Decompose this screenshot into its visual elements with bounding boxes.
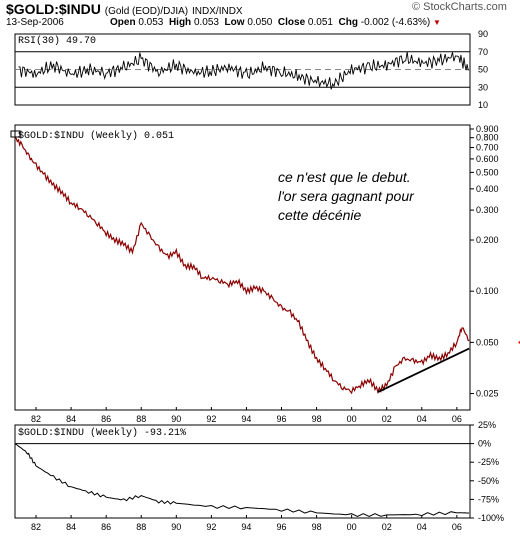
exchange: INDX/INDX xyxy=(192,6,243,17)
annotation-line: l'or sera gagnant pour xyxy=(278,188,414,204)
price-x-tick-label: 02 xyxy=(382,414,392,424)
price-x-tick-label: 98 xyxy=(312,414,322,424)
price-tick-label: 0.100 xyxy=(476,286,499,296)
performance-x-tick-label: 98 xyxy=(312,522,322,532)
price-tick-label: 0.300 xyxy=(476,205,499,215)
performance-x-tick-label: 92 xyxy=(206,522,216,532)
rsi-tick-label: 90 xyxy=(478,29,488,39)
high-value: 0.053 xyxy=(193,17,219,28)
open-label: Open xyxy=(110,17,136,28)
price-tick-label: 0.200 xyxy=(476,235,499,245)
symbol-description: (Gold (EOD)/DJIA) xyxy=(104,6,189,17)
performance-x-tick-label: 02 xyxy=(382,522,392,532)
price-tick-label: 0.900 xyxy=(476,124,499,134)
performance-tick-label: -100% xyxy=(478,513,504,523)
price-tick-label: 0.600 xyxy=(476,154,499,164)
chart-title: $GOLD:$INDU (Gold (EOD)/DJIA) INDX/INDX xyxy=(6,1,243,17)
quote-date: 13-Sep-2006 xyxy=(6,17,64,28)
rsi-tick-label: 10 xyxy=(478,100,488,110)
performance-tick-label: 0% xyxy=(478,439,491,449)
rsi-tick-label: 50 xyxy=(478,65,488,75)
brand-credit: © StockCharts.com xyxy=(412,1,507,13)
price-series-line xyxy=(14,137,470,395)
close-label: Close xyxy=(277,17,306,28)
price-x-tick-label: 94 xyxy=(241,414,251,424)
performance-panel-frame xyxy=(14,424,471,519)
price-x-tick-label: 88 xyxy=(136,414,146,424)
low-label: Low xyxy=(224,17,245,28)
price-tick-label: 0.700 xyxy=(476,143,499,153)
performance-x-tick-label: 00 xyxy=(347,522,357,532)
annotation-text: ce n'est que le debut. l'or sera gagnant… xyxy=(278,168,414,225)
performance-x-tick-label: 86 xyxy=(101,522,111,532)
rsi-tick-label: 30 xyxy=(478,82,488,92)
price-x-tick-label: 04 xyxy=(417,414,427,424)
price-x-tick-label: 96 xyxy=(277,414,287,424)
rsi-label: RSI(30) 49.70 xyxy=(18,35,96,47)
rsi-tick-label: 70 xyxy=(478,47,488,57)
performance-label: $GOLD:$INDU (Weekly) -93.21% xyxy=(18,427,186,439)
price-x-tick-label: 84 xyxy=(66,414,76,424)
performance-x-tick-label: 90 xyxy=(171,522,181,532)
performance-tick-label: 25% xyxy=(478,420,496,430)
price-x-tick-label: 06 xyxy=(452,414,462,424)
price-tick-label: 0.500 xyxy=(476,167,499,177)
price-tick-label: 0.050 xyxy=(476,337,499,347)
series-legend-swatch-icon xyxy=(10,130,21,138)
performance-x-tick-label: 06 xyxy=(452,522,462,532)
price-tick-label: 0.800 xyxy=(476,133,499,143)
chg-label: Chg xyxy=(338,17,358,28)
price-x-tick-label: 90 xyxy=(171,414,181,424)
performance-x-tick-label: 82 xyxy=(31,522,41,532)
price-x-tick-label: 92 xyxy=(206,414,216,424)
performance-x-tick-label: 88 xyxy=(136,522,146,532)
price-label: $GOLD:$INDU (Weekly) 0.051 xyxy=(18,130,174,142)
performance-tick-label: -25% xyxy=(478,457,499,467)
performance-x-tick-label: 04 xyxy=(417,522,427,532)
price-tick-label: 0.025 xyxy=(476,389,499,399)
low-value: 0.050 xyxy=(247,17,273,28)
symbol: $GOLD:$INDU xyxy=(6,1,101,17)
support-trendline xyxy=(377,347,470,393)
price-x-tick-label: 00 xyxy=(347,414,357,424)
price-panel-frame xyxy=(14,124,471,411)
performance-x-tick-label: 94 xyxy=(241,522,251,532)
price-tick-label: 0.400 xyxy=(476,184,499,194)
price-x-tick-label: 82 xyxy=(31,414,41,424)
down-arrow-icon: ▼ xyxy=(433,18,441,27)
high-label: High xyxy=(168,17,192,28)
chg-value: -0.002 (-4.63%) xyxy=(360,17,431,28)
performance-series-line xyxy=(14,443,470,517)
performance-tick-label: -75% xyxy=(478,494,499,504)
performance-x-tick-label: 84 xyxy=(66,522,76,532)
performance-x-tick-label: 96 xyxy=(277,522,287,532)
annotation-line: ce n'est que le debut. xyxy=(278,169,411,185)
rsi-series-line xyxy=(18,51,470,90)
ohlc-readout: Open 0.053 High 0.053 Low 0.050 Close 0.… xyxy=(110,17,441,28)
close-value: 0.051 xyxy=(307,17,333,28)
open-value: 0.053 xyxy=(138,17,164,28)
price-x-tick-label: 86 xyxy=(101,414,111,424)
performance-tick-label: -50% xyxy=(478,476,499,486)
annotation-line: cette décénie xyxy=(278,207,362,223)
